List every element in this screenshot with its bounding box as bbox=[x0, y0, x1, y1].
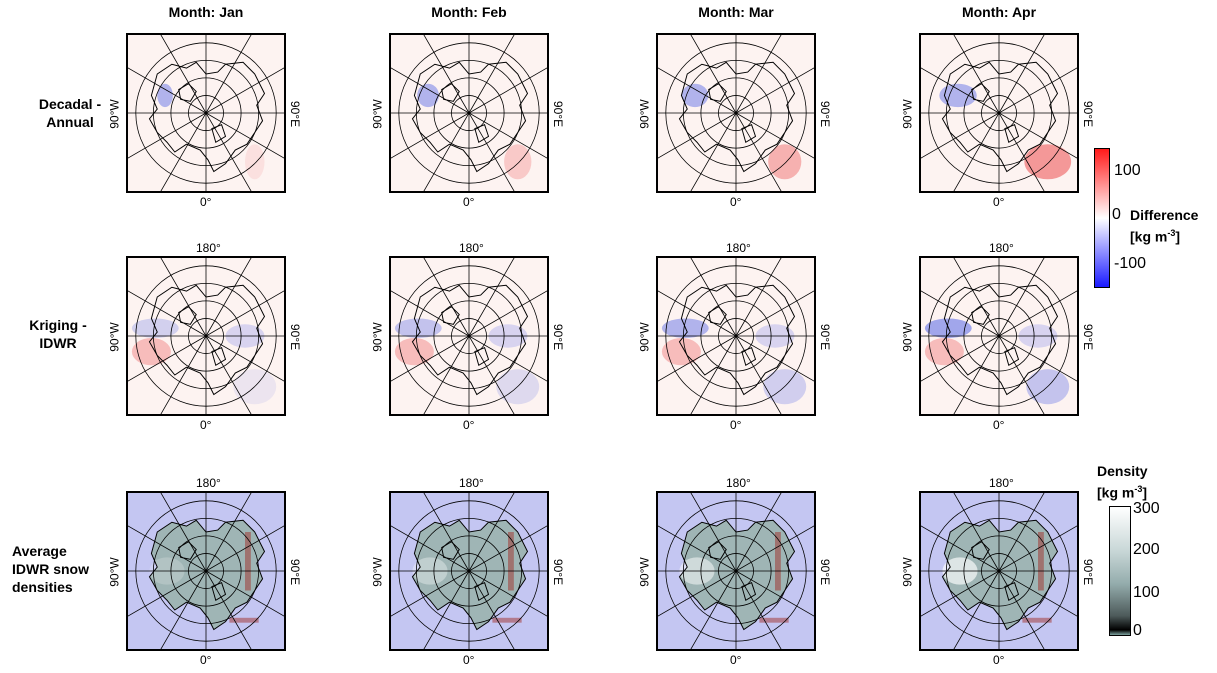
density-tick-100: 100 bbox=[1133, 584, 1160, 601]
map-label-180: 180° bbox=[459, 476, 484, 490]
map-label-90e: 90°E bbox=[288, 558, 303, 586]
row-label-line: Decadal - bbox=[38, 96, 102, 112]
density-title-line2: [kg m-3] bbox=[1097, 480, 1148, 502]
difference-title-line1: Difference bbox=[1130, 207, 1199, 223]
map-label-0: 0° bbox=[993, 653, 1005, 667]
map-label-0: 0° bbox=[200, 418, 212, 432]
map-label-90w: 90°W bbox=[370, 557, 385, 587]
map-label-0: 0° bbox=[993, 195, 1005, 209]
row-label-kriging-idwr: Kriging - IDWR bbox=[8, 316, 108, 352]
difference-tick-100: 100 bbox=[1114, 162, 1141, 179]
map-kriging-jan bbox=[126, 256, 286, 416]
row-label-line: Annual bbox=[46, 114, 94, 130]
map-label-90w: 90°W bbox=[900, 99, 915, 129]
map-density-jan bbox=[126, 491, 286, 651]
map-label-0: 0° bbox=[200, 195, 212, 209]
map-label-90e: 90°E bbox=[551, 323, 566, 351]
row-label-line: IDWR bbox=[39, 335, 77, 351]
map-label-0: 0° bbox=[730, 195, 742, 209]
map-label-90w: 90°W bbox=[637, 322, 652, 352]
map-label-90e: 90°E bbox=[288, 100, 303, 128]
map-label-90e: 90°E bbox=[288, 323, 303, 351]
row-label-line: densities bbox=[12, 579, 73, 595]
map-label-180: 180° bbox=[989, 241, 1014, 255]
map-kriging-apr bbox=[919, 256, 1079, 416]
difference-colorbar-title: Difference [kg m-3] bbox=[1130, 206, 1198, 246]
density-tick-200: 200 bbox=[1133, 541, 1160, 558]
density-title-line1: Density bbox=[1097, 463, 1148, 479]
map-density-mar bbox=[656, 491, 816, 651]
map-decadal-mar bbox=[656, 33, 816, 193]
difference-colorbar bbox=[1094, 148, 1110, 288]
map-decadal-apr bbox=[919, 33, 1079, 193]
map-decadal-jan bbox=[126, 33, 286, 193]
map-label-90w: 90°W bbox=[370, 322, 385, 352]
difference-unit-sup: -3 bbox=[1167, 228, 1176, 238]
map-label-0: 0° bbox=[730, 418, 742, 432]
map-label-0: 0° bbox=[463, 653, 475, 667]
density-unit: [kg m bbox=[1097, 484, 1135, 501]
map-label-0: 0° bbox=[463, 195, 475, 209]
map-label-180: 180° bbox=[726, 476, 751, 490]
row-label-line: Average bbox=[12, 543, 67, 559]
column-title-feb: Month: Feb bbox=[431, 4, 507, 20]
density-unit-end: ] bbox=[1142, 484, 1148, 501]
map-label-90w: 90°W bbox=[637, 99, 652, 129]
column-title-mar: Month: Mar bbox=[698, 4, 774, 20]
map-label-180: 180° bbox=[726, 241, 751, 255]
map-label-90e: 90°E bbox=[551, 100, 566, 128]
row-label-average-idwr: Average IDWR snow densities bbox=[12, 542, 122, 596]
map-label-180: 180° bbox=[196, 241, 221, 255]
map-label-90e: 90°E bbox=[1081, 323, 1096, 351]
density-tick-0: 0 bbox=[1133, 622, 1142, 639]
map-label-0: 0° bbox=[463, 418, 475, 432]
map-label-90w: 90°W bbox=[637, 557, 652, 587]
map-label-180: 180° bbox=[989, 476, 1014, 490]
map-label-180: 180° bbox=[459, 241, 484, 255]
map-label-90e: 90°E bbox=[551, 558, 566, 586]
map-decadal-feb bbox=[389, 33, 549, 193]
map-kriging-mar bbox=[656, 256, 816, 416]
map-label-90w: 90°W bbox=[107, 99, 122, 129]
map-label-0: 0° bbox=[993, 418, 1005, 432]
map-label-90e: 90°E bbox=[1081, 100, 1096, 128]
map-label-180: 180° bbox=[196, 476, 221, 490]
map-label-90w: 90°W bbox=[107, 557, 122, 587]
map-label-90e: 90°E bbox=[818, 323, 833, 351]
row-label-decadal-annual: Decadal - Annual bbox=[20, 95, 120, 131]
difference-unit: [kg m bbox=[1130, 228, 1168, 245]
map-label-90w: 90°W bbox=[370, 99, 385, 129]
difference-tick-0: 0 bbox=[1112, 206, 1121, 223]
column-title-apr: Month: Apr bbox=[961, 4, 1037, 20]
map-label-90e: 90°E bbox=[818, 100, 833, 128]
row-label-line: IDWR snow bbox=[12, 561, 89, 577]
density-unit-sup: -3 bbox=[1134, 484, 1143, 494]
map-label-90w: 90°W bbox=[900, 557, 915, 587]
map-label-90w: 90°W bbox=[900, 322, 915, 352]
map-density-feb bbox=[389, 491, 549, 651]
difference-unit-end: ] bbox=[1175, 228, 1181, 245]
map-label-0: 0° bbox=[200, 653, 212, 667]
density-colorbar bbox=[1109, 506, 1131, 636]
density-tick-300: 300 bbox=[1133, 500, 1160, 517]
map-label-90w: 90°W bbox=[107, 322, 122, 352]
map-density-apr bbox=[919, 491, 1079, 651]
density-colorbar-title: Density [kg m-3] bbox=[1097, 462, 1148, 502]
map-label-90e: 90°E bbox=[1081, 558, 1096, 586]
difference-title-line2: [kg m-3] bbox=[1130, 224, 1198, 246]
difference-tick-neg100: -100 bbox=[1114, 255, 1147, 272]
map-label-90e: 90°E bbox=[818, 558, 833, 586]
map-kriging-feb bbox=[389, 256, 549, 416]
map-label-0: 0° bbox=[730, 653, 742, 667]
column-title-jan: Month: Jan bbox=[168, 4, 244, 20]
row-label-line: Kriging - bbox=[29, 317, 87, 333]
